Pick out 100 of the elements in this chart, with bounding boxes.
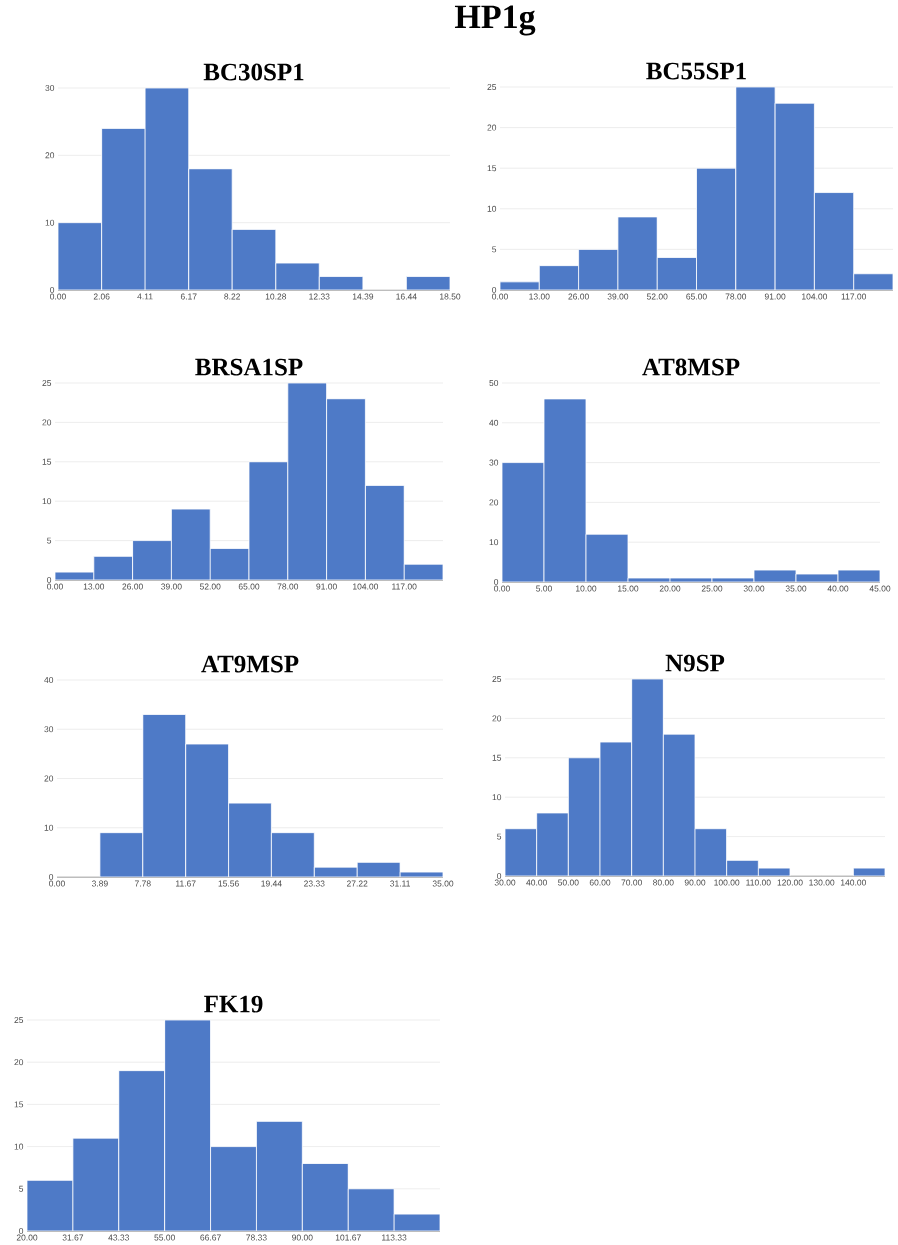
x-tick-label: 0.00 [49, 880, 65, 887]
y-tick-label: 40 [44, 676, 54, 683]
x-tick-label: 26.00 [122, 583, 143, 590]
x-tick-label: 117.00 [392, 583, 417, 590]
x-tick-label: 27.22 [346, 880, 368, 887]
x-tick-label: 23.33 [304, 880, 325, 887]
chart-title: N9SP [665, 654, 725, 672]
x-tick-label: 100.00 [714, 879, 740, 886]
y-tick-label: 5 [19, 1185, 24, 1192]
x-tick-label: 31.11 [390, 880, 410, 887]
x-tick-label: 113.33 [382, 1234, 407, 1241]
x-tick-label: 90.00 [292, 1234, 313, 1241]
y-tick-label: 30 [44, 726, 54, 733]
y-tick-label: 25 [14, 1016, 24, 1023]
y-tick-label: 15 [487, 165, 497, 172]
x-tick-label: 55.00 [154, 1234, 175, 1241]
x-tick-label: 39.00 [607, 293, 629, 300]
y-tick-label: 10 [492, 794, 502, 801]
x-tick-label: 66.67 [200, 1234, 221, 1241]
chart-title: HP1g [454, 5, 536, 36]
y-tick-label: 15 [14, 1101, 24, 1108]
x-tick-label: 50.00 [558, 879, 579, 886]
y-tick-label: 25 [492, 675, 502, 682]
x-tick-label: 80.00 [653, 879, 674, 886]
chart-subtitle: BC30SP1 [203, 63, 304, 81]
x-tick-label: 10.00 [576, 585, 597, 592]
x-tick-label: 117.00 [841, 293, 867, 300]
x-tick-label: 70.00 [621, 879, 642, 886]
x-tick-label: 40.00 [827, 585, 849, 592]
y-tick-label: 10 [45, 219, 55, 226]
x-tick-label: 5.00 [536, 585, 552, 592]
x-tick-label: 91.00 [316, 583, 337, 590]
x-tick-label: 78.00 [725, 293, 747, 300]
x-tick-label: 13.00 [83, 583, 105, 590]
x-tick-label: 65.00 [238, 583, 260, 590]
y-tick-label: 10 [489, 539, 499, 546]
x-tick-label: 45.00 [869, 585, 891, 592]
x-tick-label: 78.00 [277, 583, 299, 590]
x-tick-label: 8.22 [224, 293, 241, 300]
x-tick-label: 18.50 [440, 293, 461, 300]
x-tick-label: 110.00 [746, 879, 771, 886]
x-tick-label: 15.56 [218, 880, 239, 887]
x-tick-label: 12.33 [309, 293, 330, 300]
x-tick-label: 140.00 [840, 879, 866, 886]
y-tick-label: 15 [42, 458, 52, 465]
x-tick-label: 7.78 [134, 880, 151, 887]
x-tick-label: 35.00 [785, 585, 807, 592]
x-tick-label: 2.06 [93, 293, 110, 300]
x-tick-label: 39.00 [161, 583, 182, 590]
y-tick-label: 10 [487, 205, 497, 212]
x-tick-label: 104.00 [802, 293, 828, 300]
y-tick-label: 10 [42, 498, 52, 505]
y-tick-label: 25 [42, 379, 52, 386]
x-tick-label: 15.00 [618, 585, 639, 592]
chart-title: AT9MSP [201, 655, 299, 673]
y-tick-label: 5 [47, 537, 52, 544]
x-tick-label: 10.28 [265, 293, 287, 300]
x-tick-label: 3.89 [91, 880, 108, 887]
y-tick-label: 40 [489, 419, 499, 426]
x-tick-label: 78.33 [246, 1234, 267, 1241]
x-tick-label: 14.39 [352, 293, 374, 300]
chart-title: BC55SP1 [646, 62, 746, 80]
y-tick-label: 10 [14, 1143, 24, 1150]
x-tick-label: 13.00 [529, 293, 550, 300]
y-tick-label: 20 [45, 152, 55, 159]
x-tick-label: 52.00 [199, 583, 221, 590]
x-tick-label: 90.00 [684, 879, 706, 886]
x-tick-label: 31.67 [62, 1234, 84, 1241]
x-tick-label: 0.00 [50, 293, 66, 300]
y-tick-label: 30 [45, 84, 55, 91]
chart-title: BRSA1SP [195, 358, 303, 376]
x-tick-label: 104.00 [353, 583, 379, 590]
y-tick-label: 15 [492, 754, 502, 761]
y-tick-label: 0 [49, 873, 54, 880]
y-tick-label: 0 [50, 286, 55, 293]
x-tick-label: 25.00 [701, 585, 723, 592]
y-tick-label: 0 [47, 576, 52, 583]
x-tick-label: 11.67 [176, 880, 196, 887]
x-tick-label: 30.00 [743, 585, 765, 592]
x-tick-label: 91.00 [764, 293, 786, 300]
y-tick-label: 30 [489, 459, 499, 466]
x-tick-label: 30.00 [494, 879, 516, 886]
y-tick-label: 0 [497, 872, 502, 879]
y-tick-label: 20 [492, 715, 502, 722]
x-tick-label: 4.11 [137, 293, 153, 300]
y-tick-label: 20 [44, 775, 54, 782]
x-tick-label: 16.44 [396, 293, 417, 300]
x-tick-label: 120.00 [777, 879, 803, 886]
y-tick-label: 25 [487, 83, 497, 90]
x-tick-label: 26.00 [568, 293, 589, 300]
x-tick-label: 52.00 [646, 293, 668, 300]
y-tick-label: 0 [494, 578, 499, 585]
chart-title: FK19 [204, 995, 263, 1013]
x-tick-label: 20.00 [659, 585, 681, 592]
y-tick-label: 20 [14, 1059, 24, 1066]
x-tick-label: 0.00 [492, 293, 508, 300]
x-tick-label: 101.67 [335, 1234, 361, 1241]
x-tick-label: 19.44 [261, 880, 282, 887]
x-tick-label: 20.00 [16, 1234, 38, 1241]
x-tick-label: 35.00 [432, 880, 454, 887]
